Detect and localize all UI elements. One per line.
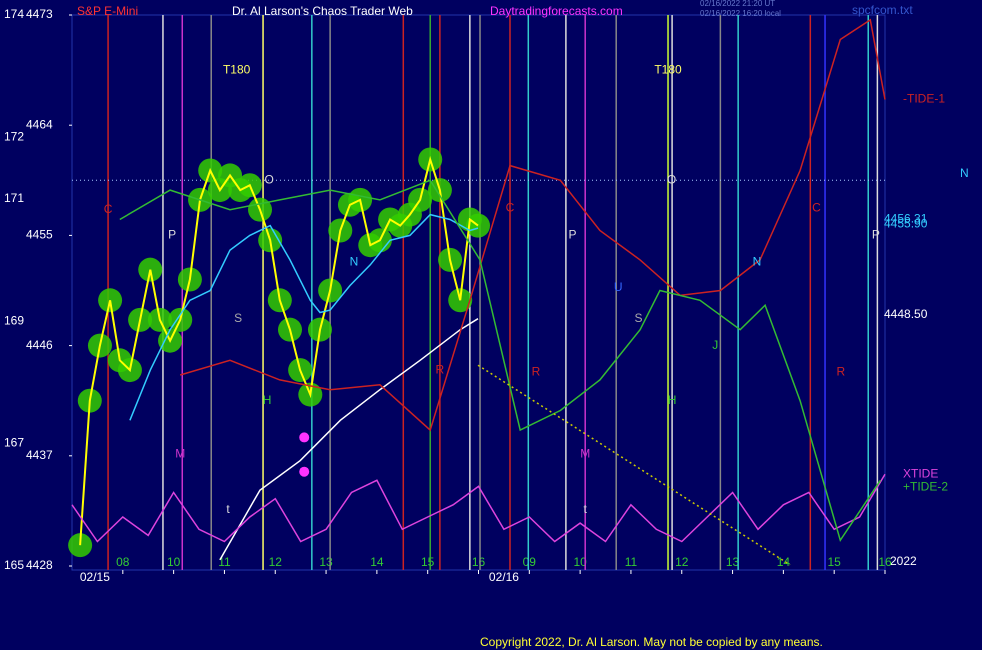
site: Daytradingforecasts.com — [490, 4, 623, 18]
y2-tick-label: 165 — [4, 558, 24, 572]
x-tick-label: 10 — [167, 555, 181, 569]
y2-tick-label: 167 — [4, 436, 24, 450]
right-note: N — [960, 166, 969, 180]
series-line — [119, 179, 882, 543]
x-tick-label: 12 — [269, 555, 283, 569]
series-label: -TIDE-1 — [903, 92, 945, 106]
annotation: H — [263, 393, 272, 407]
chart-title: Dr. Al Larson's Chaos Trader Web — [232, 4, 413, 18]
x-tick-label: 11 — [218, 555, 231, 569]
x-tick-label: 10 — [573, 555, 587, 569]
annotation: R — [836, 365, 845, 379]
x-tick-label: 16 — [878, 555, 892, 569]
annotation: N — [753, 255, 762, 269]
annotation: C — [812, 201, 821, 215]
annotation: S — [635, 311, 643, 325]
annotation: R — [532, 365, 541, 379]
x-tick-label: 16 — [472, 555, 486, 569]
timestamp: 02/16/2022 21:20 UT — [700, 0, 775, 8]
series-line — [179, 18, 886, 432]
annotation: P — [568, 228, 576, 242]
annotation: O — [264, 172, 273, 186]
annotation: O — [667, 172, 676, 186]
x-tick-label: 09 — [523, 555, 537, 569]
annotation: N — [350, 255, 359, 269]
series-line — [129, 213, 479, 421]
annotation: M — [175, 447, 185, 461]
annotation: M — [580, 447, 590, 461]
y2-tick-label: 172 — [4, 130, 24, 144]
y-tick-label: 4437 — [26, 448, 53, 462]
annotation: C — [506, 201, 515, 215]
copyright: Copyright 2022, Dr. Al Larson. May not b… — [480, 635, 823, 649]
series-label: XTIDE — [903, 466, 938, 480]
y-tick-label: 4428 — [26, 558, 53, 572]
annotation: J — [712, 338, 718, 352]
y2-tick-label: 171 — [4, 191, 24, 205]
annotation: H — [668, 393, 677, 407]
price-level: 4455.90 — [884, 217, 928, 231]
annotation: P — [168, 228, 176, 242]
y-tick-label: 4473 — [26, 7, 53, 21]
date-label: 02/16 — [489, 570, 519, 584]
annotation: U — [614, 280, 623, 294]
year-label: 2022 — [890, 554, 917, 568]
x-tick-label: 14 — [777, 555, 791, 569]
annotation: t — [226, 502, 230, 516]
instrument: S&P E-Mini — [77, 4, 138, 18]
file-name: spcfcom.txt — [852, 3, 913, 17]
series-line — [71, 473, 886, 543]
annotation: t — [584, 502, 588, 516]
marker — [299, 466, 310, 477]
date-label: 02/15 — [80, 570, 110, 584]
series-line — [219, 318, 479, 561]
y-tick-label: 4464 — [26, 117, 53, 131]
annotation: C — [104, 202, 113, 216]
x-tick-label: 08 — [116, 555, 130, 569]
series-line — [477, 364, 791, 566]
x-tick-label: 15 — [828, 555, 842, 569]
marker — [299, 432, 310, 443]
x-tick-label: 15 — [421, 555, 435, 569]
annotation: S — [234, 311, 242, 325]
series-line — [79, 155, 479, 546]
x-tick-label: 14 — [370, 555, 384, 569]
x-tick-label: 13 — [319, 555, 333, 569]
timestamp: 02/16/2022 16:20 local — [700, 9, 781, 18]
series-label: +TIDE-2 — [903, 479, 948, 493]
annotation: R — [436, 362, 445, 376]
y-tick-label: 4455 — [26, 228, 53, 242]
price-level: 4448.50 — [884, 307, 928, 321]
annotation: P — [872, 228, 880, 242]
y2-tick-label: 174 — [4, 7, 24, 21]
y-tick-label: 4446 — [26, 338, 53, 352]
x-tick-label: 13 — [726, 555, 740, 569]
annotation: T180 — [654, 62, 682, 76]
y2-tick-label: 169 — [4, 313, 24, 327]
x-tick-label: 12 — [675, 555, 689, 569]
annotation: T180 — [223, 62, 251, 76]
price-level: 4456.31 — [884, 212, 928, 226]
x-tick-label: 11 — [625, 555, 638, 569]
